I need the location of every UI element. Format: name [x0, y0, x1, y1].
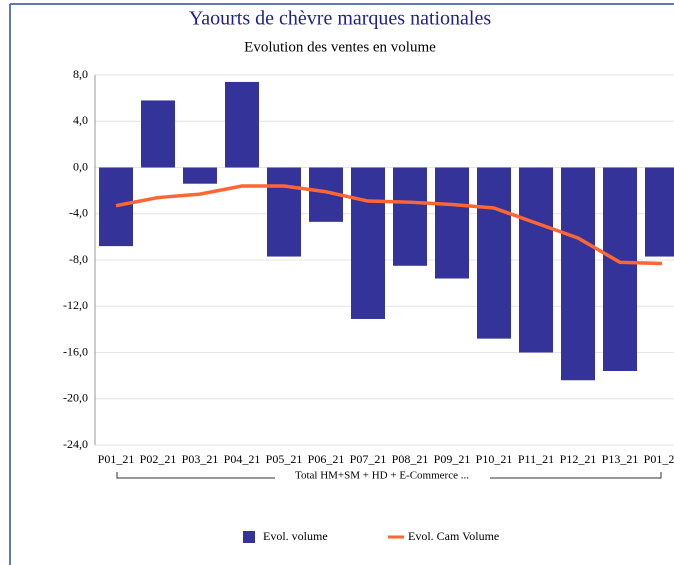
x-tick-label: P13_21 — [602, 452, 639, 466]
x-tick-label: P12_21 — [560, 452, 597, 466]
x-tick-label: P06_21 — [308, 452, 345, 466]
x-tick-label: P04_21 — [224, 452, 261, 466]
bar — [519, 167, 553, 353]
line — [115, 184, 663, 266]
bar — [99, 167, 133, 247]
bar — [645, 167, 674, 257]
group-bracket — [116, 472, 662, 479]
legend-label: Evol. Cam Volume — [408, 529, 499, 543]
chart-subtitle: Evolution des ventes en volume — [244, 39, 436, 55]
chart-title: Yaourts de chèvre marques nationales — [189, 8, 492, 30]
y-tick-label: -20,0 — [63, 391, 88, 405]
y-tick-label: 8,0 — [73, 67, 88, 81]
bar — [225, 81, 259, 168]
x-tick-label: P01_21 — [98, 452, 135, 466]
y-tick-label: 4,0 — [73, 113, 88, 127]
legend-swatch — [243, 531, 255, 543]
y-tick-label: -8,0 — [69, 252, 88, 266]
x-tick-label: P11_21 — [518, 452, 554, 466]
x-tick-label: P03_21 — [182, 452, 219, 466]
legend-label: Evol. volume — [263, 529, 328, 543]
bar — [561, 167, 595, 381]
y-tick-label: -16,0 — [63, 344, 88, 358]
bar — [183, 167, 217, 184]
y-tick-label: -24,0 — [63, 437, 88, 451]
x-tick-label: P08_21 — [392, 452, 429, 466]
x-tick-label: P10_21 — [476, 452, 513, 466]
bar — [267, 167, 301, 257]
x-tick-label: P09_21 — [434, 452, 471, 466]
bar — [603, 167, 637, 371]
y-tick-label: -12,0 — [63, 298, 88, 312]
bar — [393, 167, 427, 266]
x-tick-label: P07_21 — [350, 452, 387, 466]
group-label: Total HM+SM + HD + E-Commerce ... — [295, 470, 469, 482]
x-tick-label: P05_21 — [266, 452, 303, 466]
x-tick-label: P02_21 — [140, 452, 177, 466]
y-tick-label: -4,0 — [69, 206, 88, 220]
bar — [351, 167, 385, 319]
bar — [141, 100, 175, 168]
bar — [435, 167, 469, 279]
y-tick-label: 0,0 — [73, 159, 88, 173]
x-tick-label: P01_22 — [644, 452, 674, 466]
bar — [477, 167, 511, 339]
